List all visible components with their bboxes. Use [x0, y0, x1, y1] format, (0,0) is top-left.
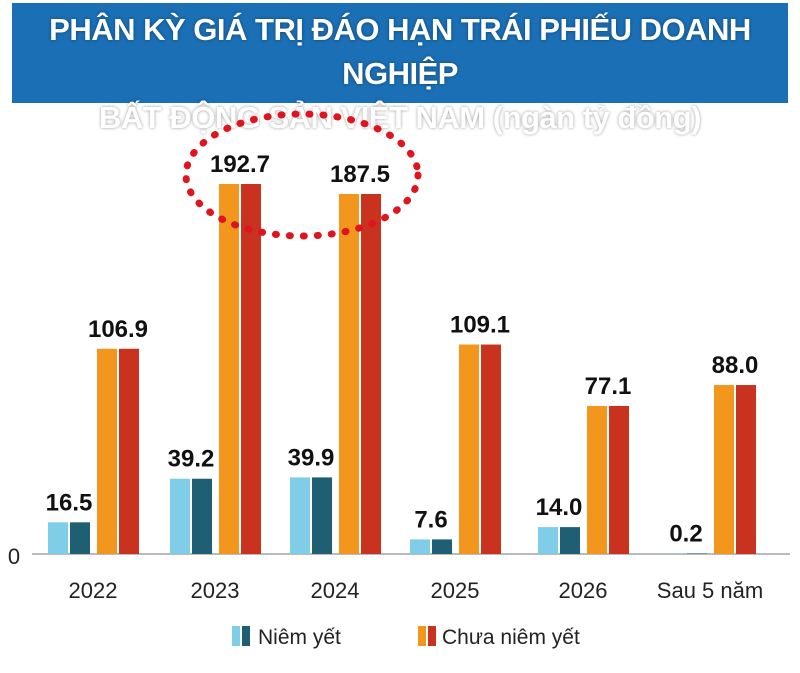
bar-unlisted-3 — [459, 344, 479, 554]
bar-unlisted-shade-4 — [609, 405, 629, 554]
title-line-1: PHÂN KỲ GIÁ TRỊ ĐÁO HẠN TRÁI PHIẾU DOANH… — [49, 12, 751, 91]
bar-listed-2 — [290, 477, 310, 554]
bar-unlisted-shade-5 — [736, 385, 756, 554]
bar-unlisted-shade-2 — [361, 194, 381, 554]
data-label: 39.2 — [168, 446, 215, 473]
bar-unlisted-4 — [587, 405, 607, 554]
data-label: 39.9 — [288, 444, 335, 471]
bar-listed-shade-2 — [312, 477, 332, 554]
x-tick-label: 2024 — [311, 578, 360, 603]
legend: Niêm yết Chưa niêm yết — [232, 626, 580, 649]
chart-title: PHÂN KỲ GIÁ TRỊ ĐÁO HẠN TRÁI PHIẾU DOANH… — [12, 3, 788, 135]
x-tick-label: 2022 — [69, 578, 118, 603]
bar-listed-4 — [538, 527, 558, 554]
legend-swatch-unlisted-light — [418, 626, 426, 646]
data-label: 0.2 — [669, 521, 702, 548]
bar-unlisted-shade-0 — [119, 348, 139, 554]
data-label: 109.1 — [450, 312, 510, 339]
bar-unlisted-0 — [97, 348, 117, 554]
bar-listed-0 — [48, 522, 68, 554]
bar-listed-3 — [410, 539, 430, 554]
x-tick-label: 2025 — [431, 578, 480, 603]
legend-label-unlisted: Chưa niêm yết — [442, 626, 580, 649]
bar-listed-shade-1 — [192, 478, 212, 554]
x-tick-label: 2023 — [191, 578, 240, 603]
bar-listed-shade-0 — [70, 522, 90, 554]
bar-unlisted-1 — [219, 184, 239, 555]
data-label: 77.1 — [585, 373, 632, 400]
bar-unlisted-5 — [714, 385, 734, 554]
data-label: 187.5 — [330, 161, 390, 188]
bar-listed-shade-3 — [432, 539, 452, 554]
data-label: 16.5 — [46, 489, 93, 516]
x-tick-label: 2026 — [559, 578, 608, 603]
x-tick-label: Sau 5 năm — [657, 578, 763, 603]
data-label: 7.6 — [414, 506, 447, 533]
bar-unlisted-shade-3 — [481, 344, 501, 554]
data-label: 106.9 — [88, 316, 148, 343]
legend-swatch-listed-dark — [242, 626, 250, 646]
legend-swatch-unlisted-dark — [428, 626, 436, 646]
bar-listed-1 — [170, 478, 190, 554]
legend-label-listed: Niêm yết — [258, 626, 341, 649]
legend-swatch-listed-light — [232, 626, 240, 646]
bar-unlisted-2 — [339, 194, 359, 554]
data-label: 192.7 — [210, 151, 270, 178]
bar-unlisted-shade-1 — [241, 184, 261, 555]
highlight-ellipse — [182, 110, 422, 240]
title-line-2: BẤT ĐỘNG SẢN VIỆT NAM (ngàn tỷ đồng) — [99, 100, 701, 135]
data-label: 14.0 — [536, 494, 583, 521]
data-label: 88.0 — [712, 352, 759, 379]
y-tick-0: 0 — [8, 544, 20, 569]
bar-listed-shade-4 — [560, 527, 580, 554]
